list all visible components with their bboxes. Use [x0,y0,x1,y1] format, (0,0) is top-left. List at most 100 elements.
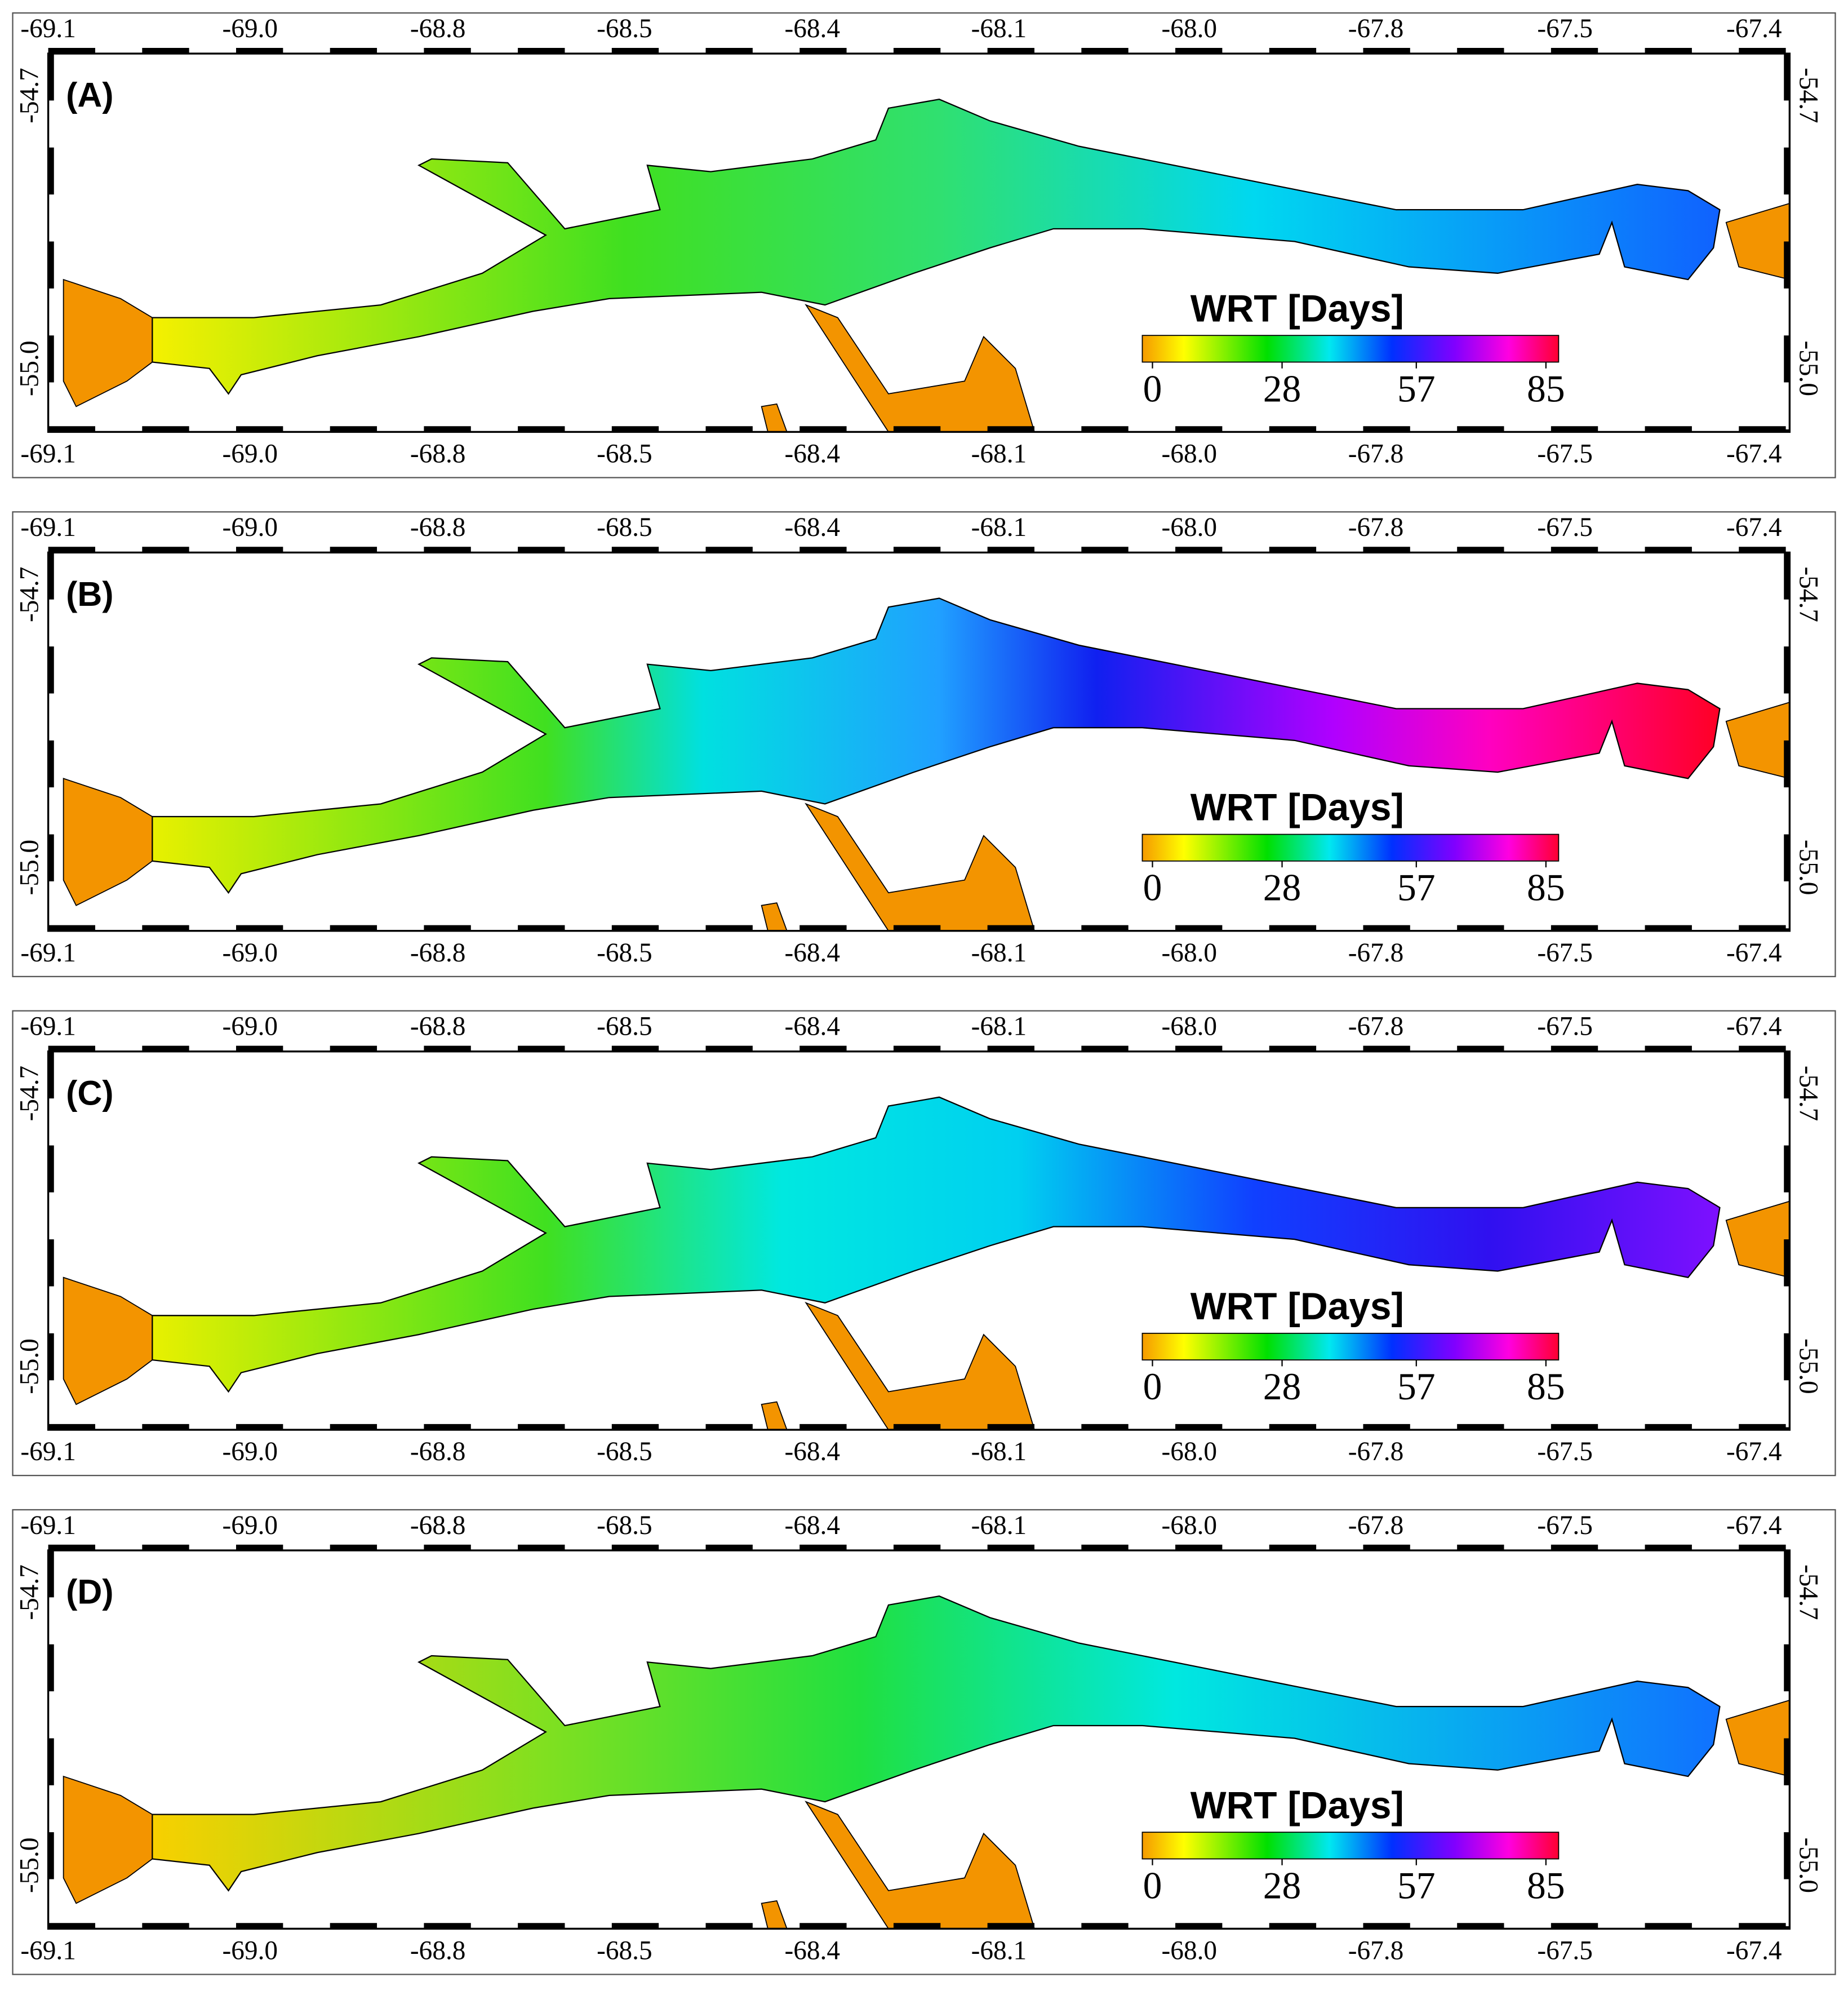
colorbar-tick-label: 57 [1397,867,1436,909]
x-tick-label: -67.8 [1348,513,1404,542]
colorbar [1141,335,1560,363]
colorbar-tick-label: 85 [1527,867,1565,909]
colorbar-tick-label: 28 [1263,867,1301,909]
x-tick-label: -68.8 [410,1511,466,1540]
colorbar-tick-label: 0 [1143,367,1162,410]
y-tick-label: -55.0 [1793,840,1823,895]
x-tick-label: -68.5 [597,14,652,43]
x-tick-label: -67.4 [1726,1936,1782,1965]
colorbar-title: WRT [Days] [1190,287,1404,330]
y-tick-label: -54.7 [1793,68,1823,123]
x-tick-label: -68.1 [971,1936,1027,1965]
x-tick-label: -67.8 [1348,14,1404,43]
colorbar-tick-label: 0 [1143,1366,1162,1408]
y-tick-label: -55.0 [15,840,45,895]
colorbar-tick-label: 57 [1397,1366,1436,1408]
colorbar-tick-label: 28 [1263,1864,1301,1907]
x-tick-label: -67.4 [1726,1511,1782,1540]
colorbar [1141,1832,1560,1860]
x-tick-label: -68.8 [410,513,466,542]
x-tick-label: -69.1 [20,1012,76,1041]
x-tick-label: -69.1 [20,513,76,542]
x-tick-label: -68.0 [1162,1936,1218,1965]
x-tick-label: -68.8 [410,1437,466,1466]
colorbar-tick-label: 28 [1263,1366,1301,1408]
x-tick-label: -68.5 [597,1012,652,1041]
x-tick-label: -68.8 [410,938,466,968]
x-tick-label: -69.0 [223,1511,278,1540]
y-tick-label: -55.0 [15,340,45,396]
x-tick-label: -67.4 [1726,14,1782,43]
x-tick-label: -68.1 [971,1012,1027,1041]
x-tick-label: -68.4 [784,14,840,43]
y-tick-label: -55.0 [1793,1338,1823,1394]
x-tick-label: -67.4 [1726,513,1782,542]
x-tick-label: -67.8 [1348,1012,1404,1041]
x-tick-label: -67.5 [1537,1511,1593,1540]
x-tick-label: -68.1 [971,938,1027,968]
x-tick-label: -68.4 [784,1936,840,1965]
colorbar [1141,834,1560,862]
map-panel: -69.1 -69.1 -69.0 -69.0 -68.8 -68.8 -68.5 -68.5… [12,1010,1836,1477]
colorbar-tick-label: 85 [1527,1864,1565,1907]
x-tick-label: -68.5 [597,1936,652,1965]
x-tick-label: -67.4 [1726,1012,1782,1041]
x-tick-label: -68.4 [784,439,840,468]
panel-label: (C) [66,1074,113,1112]
y-tick-label: -54.7 [15,1564,45,1620]
x-tick-label: -69.1 [20,439,76,468]
x-tick-label: -68.1 [971,439,1027,468]
y-tick-label: -55.0 [1793,1837,1823,1893]
x-tick-label: -67.4 [1726,439,1782,468]
colorbar [1141,1332,1560,1361]
x-tick-label: -67.8 [1348,938,1404,968]
x-tick-label: -68.5 [597,513,652,542]
colorbar-title: WRT [Days] [1190,1285,1404,1328]
x-tick-label: -68.0 [1162,938,1218,968]
x-tick-label: -69.0 [223,513,278,542]
x-tick-label: -67.5 [1537,1012,1593,1041]
x-tick-label: -68.5 [597,938,652,968]
x-tick-label: -68.4 [784,1437,840,1466]
x-tick-label: -69.0 [223,1437,278,1466]
x-tick-label: -68.5 [597,1511,652,1540]
x-tick-label: -69.0 [223,1936,278,1965]
map-panel: -69.1 -69.1 -69.0 -69.0 -68.8 -68.8 -68.5 -68.5… [12,511,1836,977]
x-tick-label: -69.0 [223,1012,278,1041]
x-tick-label: -68.5 [597,439,652,468]
x-tick-label: -68.0 [1162,1511,1218,1540]
x-tick-label: -68.1 [971,513,1027,542]
x-tick-label: -68.0 [1162,1012,1218,1041]
colorbar-tick-label: 57 [1397,367,1436,410]
x-tick-label: -68.0 [1162,439,1218,468]
x-tick-label: -68.8 [410,14,466,43]
x-tick-label: -68.1 [971,1437,1027,1466]
panel-label: (A) [66,76,113,114]
colorbar-tick-label: 85 [1527,1366,1565,1408]
x-tick-label: -67.8 [1348,1511,1404,1540]
x-tick-label: -68.8 [410,439,466,468]
map-panel: -69.1 -69.1 -69.0 -69.0 -68.8 -68.8 -68.5 -68.5… [12,1509,1836,1975]
y-tick-label: -55.0 [15,1837,45,1893]
colorbar-tick-label: 28 [1263,367,1301,410]
colorbar-tick-label: 0 [1143,1864,1162,1907]
panel-label: (D) [66,1573,113,1611]
colorbar-tick-label: 0 [1143,867,1162,909]
x-tick-label: -67.5 [1537,1936,1593,1965]
x-tick-label: -68.0 [1162,14,1218,43]
panel-label: (B) [66,575,113,613]
x-tick-label: -68.4 [784,513,840,542]
x-tick-label: -69.0 [223,938,278,968]
x-tick-label: -68.8 [410,1936,466,1965]
x-tick-label: -67.5 [1537,938,1593,968]
x-tick-label: -69.1 [20,1437,76,1466]
x-tick-label: -67.5 [1537,513,1593,542]
y-tick-label: -55.0 [15,1338,45,1394]
colorbar-title: WRT [Days] [1190,787,1404,829]
x-tick-label: -68.0 [1162,1437,1218,1466]
y-tick-label: -54.7 [15,68,45,123]
x-tick-label: -67.8 [1348,439,1404,468]
x-tick-label: -69.0 [223,439,278,468]
